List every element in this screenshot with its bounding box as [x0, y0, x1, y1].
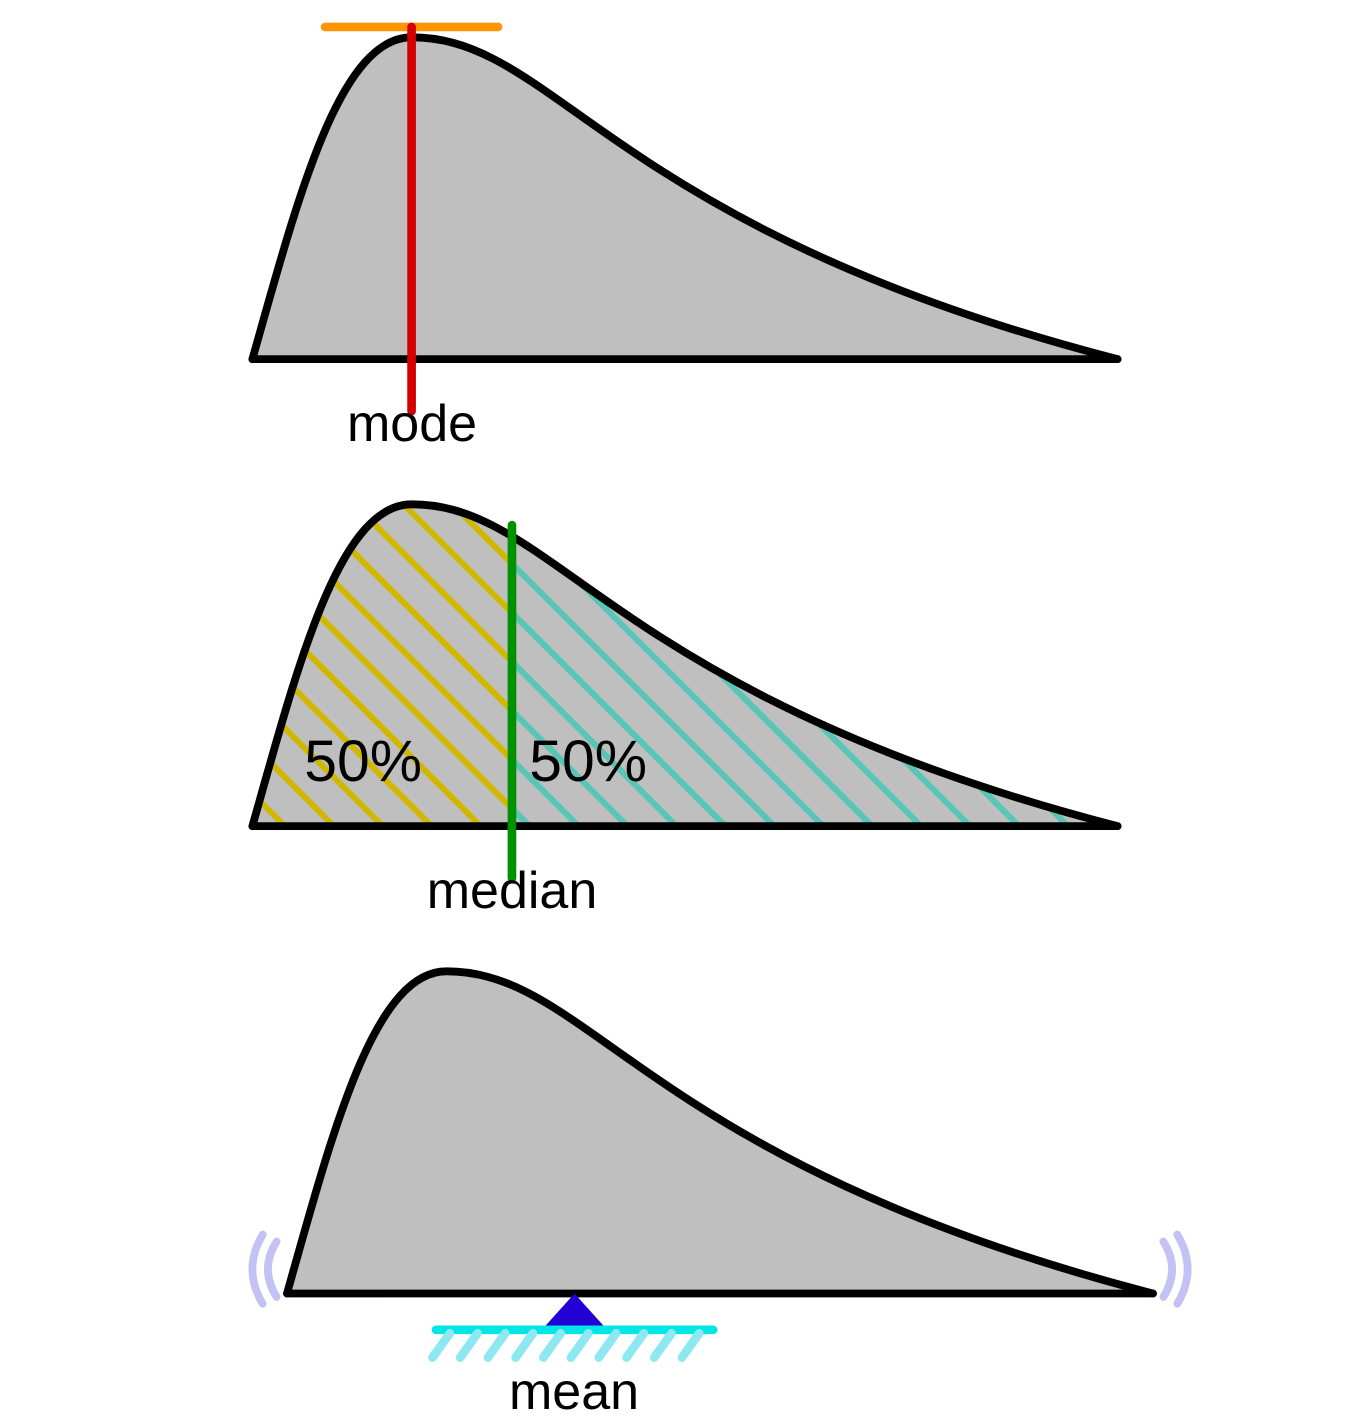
- wobble-right-outer: [1177, 1235, 1187, 1304]
- panel-mode: mode: [235, 20, 1135, 423]
- ground-hatches: [432, 1333, 699, 1357]
- diagram-container: mode: [0, 0, 1370, 1090]
- mean-label: mean: [269, 1366, 879, 1418]
- right-percent-text: 50%: [529, 729, 647, 794]
- left-percent-text: 50%: [304, 729, 422, 794]
- distribution-fill: [252, 37, 1117, 359]
- wobble-left-outer: [252, 1235, 262, 1304]
- panel-mean: mean: [235, 954, 1135, 1392]
- wobble-right-inner: [1163, 1242, 1172, 1297]
- wobble-left-inner: [268, 1242, 277, 1297]
- mode-label: mode: [235, 398, 589, 450]
- distribution-fill: [287, 971, 1153, 1293]
- panel-median: 50% 50% median: [235, 487, 1135, 890]
- median-curve-svg: 50% 50%: [235, 487, 1135, 885]
- median-label: median: [235, 865, 789, 917]
- mean-curve-svg: [235, 954, 1205, 1387]
- mean-fulcrum-triangle: [543, 1293, 605, 1328]
- mode-curve-svg: [235, 20, 1135, 418]
